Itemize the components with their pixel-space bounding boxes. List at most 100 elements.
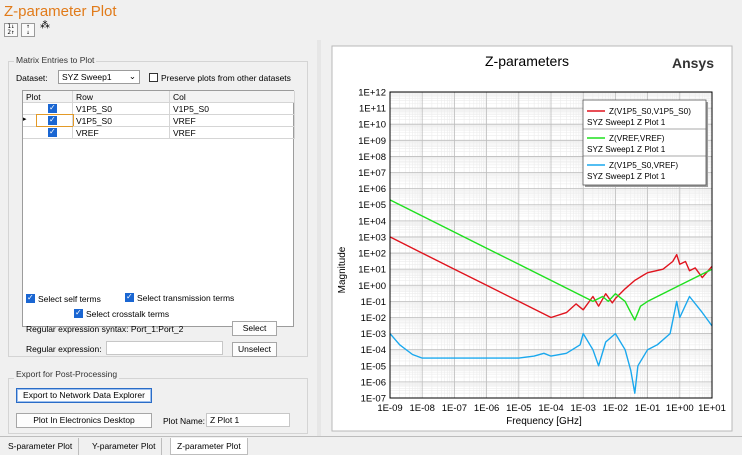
window-title: Z-parameter Plot <box>4 3 117 20</box>
x-tick-label: 1E-08 <box>410 403 435 414</box>
row-cell: VREF <box>73 127 170 139</box>
matrix-entries-label: Matrix Entries to Plot <box>14 55 97 65</box>
select-self-checkbox[interactable] <box>26 293 35 303</box>
matrix-entries-group <box>8 61 308 357</box>
y-axis-label: Magnitude <box>337 246 348 293</box>
filter-icon[interactable]: ↑ ↓ <box>21 23 35 37</box>
y-tick-label: 1E+05 <box>358 200 386 211</box>
select-button[interactable]: Select <box>232 321 277 336</box>
x-tick-label: 1E-03 <box>571 403 596 414</box>
x-tick-label: 1E+01 <box>698 403 726 414</box>
x-tick-label: 1E-06 <box>474 403 499 414</box>
regex-syntax-text: Regular expression syntax: Port_1:Port_2 <box>26 324 184 334</box>
y-tick-label: 1E+07 <box>358 168 386 179</box>
grid-header-plot: Plot <box>23 91 73 103</box>
select-crosstalk-label: Select crosstalk terms <box>86 309 170 319</box>
grid-header-col: Col <box>170 91 295 103</box>
y-tick-label: 1E+08 <box>358 152 386 163</box>
chart-ticks: 1E-09 1E-08 1E-07 1E-06 1E-05 1E-04 1E-03 1E-02… <box>358 88 726 415</box>
select-self-label: Select self terms <box>38 294 101 304</box>
preserve-label: Preserve plots from other datasets <box>161 73 291 83</box>
legend-box <box>582 99 707 186</box>
col-cell: V1P5_S0 <box>170 103 295 115</box>
y-tick-label: 1E-03 <box>361 329 386 340</box>
series-line <box>389 295 713 394</box>
plot-panel: 1E-09 1E-08 1E-07 1E-06 1E-05 1E-04 1E-03 1E-02… <box>322 40 740 436</box>
matrix-grid: Plot Row Col V1P5_S0 V1P5_S0 ▸ V1P5_S0 V… <box>22 90 295 327</box>
ansys-logo: Ansys <box>672 55 714 71</box>
x-tick-label: 1E-04 <box>538 403 563 414</box>
plot-frame <box>389 91 713 399</box>
select-transmission-checkbox[interactable] <box>125 292 134 302</box>
plot-checkbox[interactable] <box>48 103 57 113</box>
export-network-button[interactable]: Export to Network Data Explorer <box>16 388 152 403</box>
dataset-label: Dataset: <box>16 73 48 83</box>
select-crosstalk-checkbox[interactable] <box>74 308 83 318</box>
select-transmission-label: Select transmission terms <box>137 293 235 303</box>
toolbar: 1↓ 2↑ ↑ ↓ ⁂ <box>0 20 742 39</box>
legend-series-source: SYZ Sweep1 Z Plot 1 <box>587 118 666 127</box>
splitter[interactable] <box>317 40 321 436</box>
plot-checkbox[interactable] <box>48 115 57 125</box>
sort-icon[interactable]: 1↓ 2↑ <box>4 23 18 37</box>
regex-label: Regular expression: <box>26 344 102 354</box>
y-tick-label: 1E-04 <box>361 345 386 356</box>
plot-name-input[interactable]: Z Plot 1 <box>206 413 290 427</box>
y-tick-label: 1E+12 <box>358 88 386 99</box>
legend-series-source: SYZ Sweep1 Z Plot 1 <box>587 145 666 154</box>
tab-z-parameter[interactable]: Z-parameter Plot <box>170 438 248 455</box>
y-tick-label: 1E-01 <box>361 297 386 308</box>
unselect-button[interactable]: Unselect <box>232 342 277 357</box>
plot-checkbox[interactable] <box>48 127 57 137</box>
chart-legend: Z(V1P5_S0,V1P5_S0) SYZ Sweep1 Z Plot 1 Z(V… <box>582 99 708 187</box>
x-axis-label: Frequency [GHz] <box>506 416 582 427</box>
chart-series <box>389 199 713 394</box>
y-tick-label: 1E-02 <box>361 313 386 324</box>
y-tick-label: 1E+03 <box>358 232 386 243</box>
y-tick-label: 1E+02 <box>358 249 386 260</box>
legend-series-name: Z(VREF,VREF) <box>609 134 665 143</box>
series-line <box>389 236 713 319</box>
plot-desktop-button[interactable]: Plot In Electronics Desktop <box>16 413 152 428</box>
y-tick-label: 1E-07 <box>361 394 386 405</box>
x-tick-label: 1E-02 <box>603 403 628 414</box>
row-cell: V1P5_S0 <box>73 115 170 127</box>
legend-series-name: Z(V1P5_S0,VREF) <box>609 161 678 170</box>
x-tick-label: 1E+00 <box>666 403 694 414</box>
tab-y-parameter[interactable]: Y-parameter Plot <box>86 438 163 455</box>
chart-title: Z-parameters <box>485 53 569 69</box>
row-cell: V1P5_S0 <box>73 103 170 115</box>
grid-header-row: Row <box>73 91 170 103</box>
legend-series-name: Z(V1P5_S0,V1P5_S0) <box>609 107 691 116</box>
y-tick-label: 1E-06 <box>361 377 386 388</box>
col-cell: VREF <box>170 127 295 139</box>
plot-name-label: Plot Name: <box>163 416 206 426</box>
y-tick-label: 1E-05 <box>361 361 386 372</box>
row-selector-icon: ▸ <box>23 116 27 123</box>
left-panel: Matrix Entries to Plot Dataset: SYZ Swee… <box>0 40 316 436</box>
col-cell: VREF <box>170 115 295 127</box>
tab-bar: S-parameter Plot Y-parameter Plot Z-para… <box>0 436 742 455</box>
y-tick-label: 1E+11 <box>359 104 386 115</box>
network-icon[interactable]: ⁂ <box>40 20 50 31</box>
tab-s-parameter[interactable]: S-parameter Plot <box>2 438 80 455</box>
export-group-label: Export for Post-Processing <box>14 369 120 379</box>
y-tick-label: 1E+06 <box>358 184 386 195</box>
legend-series-source: SYZ Sweep1 Z Plot 1 <box>587 172 666 181</box>
export-group <box>8 378 308 434</box>
y-tick-label: 1E+04 <box>358 216 386 227</box>
x-tick-label: 1E-09 <box>377 403 402 414</box>
y-tick-label: 1E+10 <box>358 120 386 131</box>
y-tick-label: 1E+00 <box>358 281 386 292</box>
series-line <box>389 199 713 321</box>
y-tick-label: 1E+01 <box>358 265 386 276</box>
dataset-select[interactable]: SYZ Sweep1 ⌄ <box>58 70 140 84</box>
z-parameter-chart: 1E-09 1E-08 1E-07 1E-06 1E-05 1E-04 1E-03 1E-02… <box>331 45 733 432</box>
y-tick-label: 1E+09 <box>358 136 386 147</box>
preserve-checkbox[interactable] <box>149 73 158 82</box>
chevron-down-icon: ⌄ <box>128 71 136 81</box>
x-tick-label: 1E-05 <box>506 403 531 414</box>
x-tick-label: 1E-01 <box>635 403 660 414</box>
regex-input[interactable] <box>106 341 223 355</box>
x-tick-label: 1E-07 <box>442 403 467 414</box>
